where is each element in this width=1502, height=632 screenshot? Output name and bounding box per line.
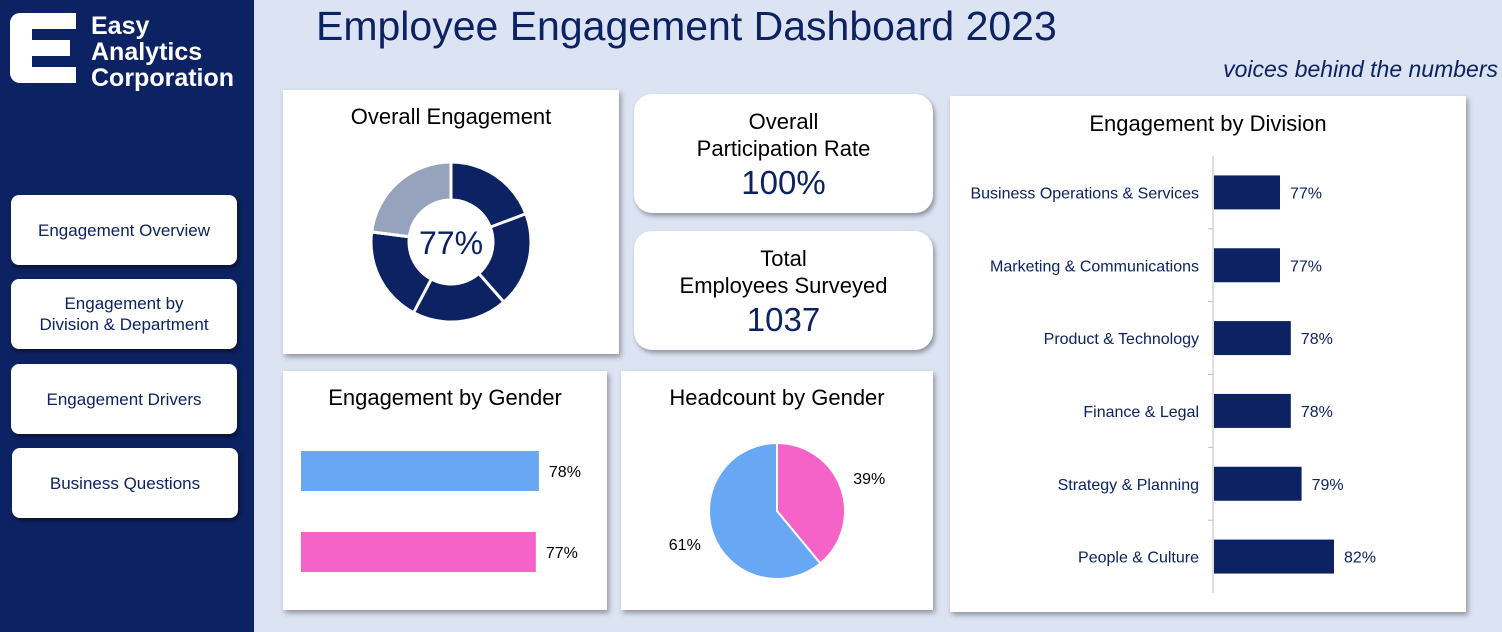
donut-segment-divider [412,278,433,314]
overall-engagement-donut: 77% [369,160,533,324]
card-title: Engagement by Division [1089,111,1327,136]
nav-business-questions-button[interactable]: Business Questions [12,448,238,518]
division-category-label: Product & Technology [1044,331,1199,348]
kpi-label: Overall [748,109,819,134]
headcount-gender-value-label: 39% [853,471,885,488]
overall-engagement-card: Overall Engagement 77% [283,90,619,354]
logo-icon [10,13,76,83]
nav-button-label: Engagement by [64,294,184,313]
participation-rate-card: Overall Participation Rate 100% [634,94,933,213]
division-category-label: Finance & Legal [1083,404,1199,421]
card-title: Overall Engagement [350,104,552,129]
division-engagement-bar [1214,175,1280,210]
page-subtitle: voices behind the numbers [1223,56,1498,82]
division-category-label: People & Culture [1078,550,1199,567]
donut-center-label: 77% [419,225,483,261]
division-engagement-value-label: 77% [1290,185,1322,202]
engagement-by-gender-chart: 78% 77% [301,451,581,572]
nav-button-label: Business Questions [49,473,201,493]
headcount-gender-slice [776,441,846,565]
nav-engagement-drivers-button[interactable]: Engagement Drivers [11,364,237,434]
gender-engagement-bar [301,532,536,572]
card-title: Headcount by Gender [669,385,885,410]
engagement-by-division-card: Engagement by Division Business Operatio… [950,96,1466,612]
division-engagement-bar [1214,321,1291,356]
division-category-label: Business Operations & Services [970,185,1199,202]
division-category-label: Marketing & Communications [990,258,1199,275]
division-engagement-value-label: 79% [1312,477,1344,494]
division-engagement-value-label: 77% [1290,258,1322,275]
nav-engagement-overview-button[interactable]: Engagement Overview [11,195,237,265]
company-name: Easy Analytics Corporation [91,13,234,91]
headcount-gender-value-label: 61% [669,537,701,554]
division-engagement-value-label: 82% [1344,550,1376,567]
nav-engagement-division-button[interactable]: Engagement by Division & Department [11,279,237,349]
donut-segment-divider [371,230,410,239]
engagement-by-division-chart: Business Operations & Services 77% Marketi… [970,156,1376,593]
donut-engaged-slice [369,160,533,324]
donut-segment-divider [477,272,506,304]
engagement-by-gender-card: Engagement by Gender 78% 77% [283,371,607,610]
gender-engagement-value-label: 77% [546,545,578,562]
kpi-label: Total [760,246,807,271]
participation-rate-value: 100% [741,164,826,201]
nav-button-label: Division & Department [39,315,209,334]
page-title: Employee Engagement Dashboard 2023 [316,3,1057,49]
division-engagement-value-label: 78% [1301,331,1333,348]
kpi-label: Participation Rate [696,136,871,161]
card-title: Engagement by Gender [328,385,562,410]
donut-segment-divider [489,212,527,229]
nav-button-label: Engagement Overview [38,220,210,240]
division-category-label: Strategy & Planning [1058,477,1199,494]
division-engagement-bar [1214,393,1291,428]
division-engagement-bar [1214,248,1280,283]
employees-surveyed-value: 1037 [746,301,821,338]
division-engagement-value-label: 78% [1301,404,1333,421]
division-engagement-bar [1214,466,1302,501]
company-name-line: Analytics [91,38,203,66]
headcount-gender-slice [708,441,822,580]
division-engagement-bar [1214,539,1334,574]
headcount-by-gender-chart: 39% 61% [669,441,885,580]
gender-engagement-bar [301,451,539,491]
company-name-line: Corporation [91,64,235,92]
employees-surveyed-card: Total Employees Surveyed 1037 [634,231,933,350]
gender-engagement-value-label: 78% [549,464,581,481]
kpi-label: Employees Surveyed [679,273,888,298]
nav-button-label: Engagement Drivers [46,389,202,409]
sidebar: Easy Analytics Corporation Engagement Ov… [0,0,254,632]
headcount-by-gender-card: Headcount by Gender 39% 61% [621,371,933,610]
company-name-line: Easy [91,12,150,40]
